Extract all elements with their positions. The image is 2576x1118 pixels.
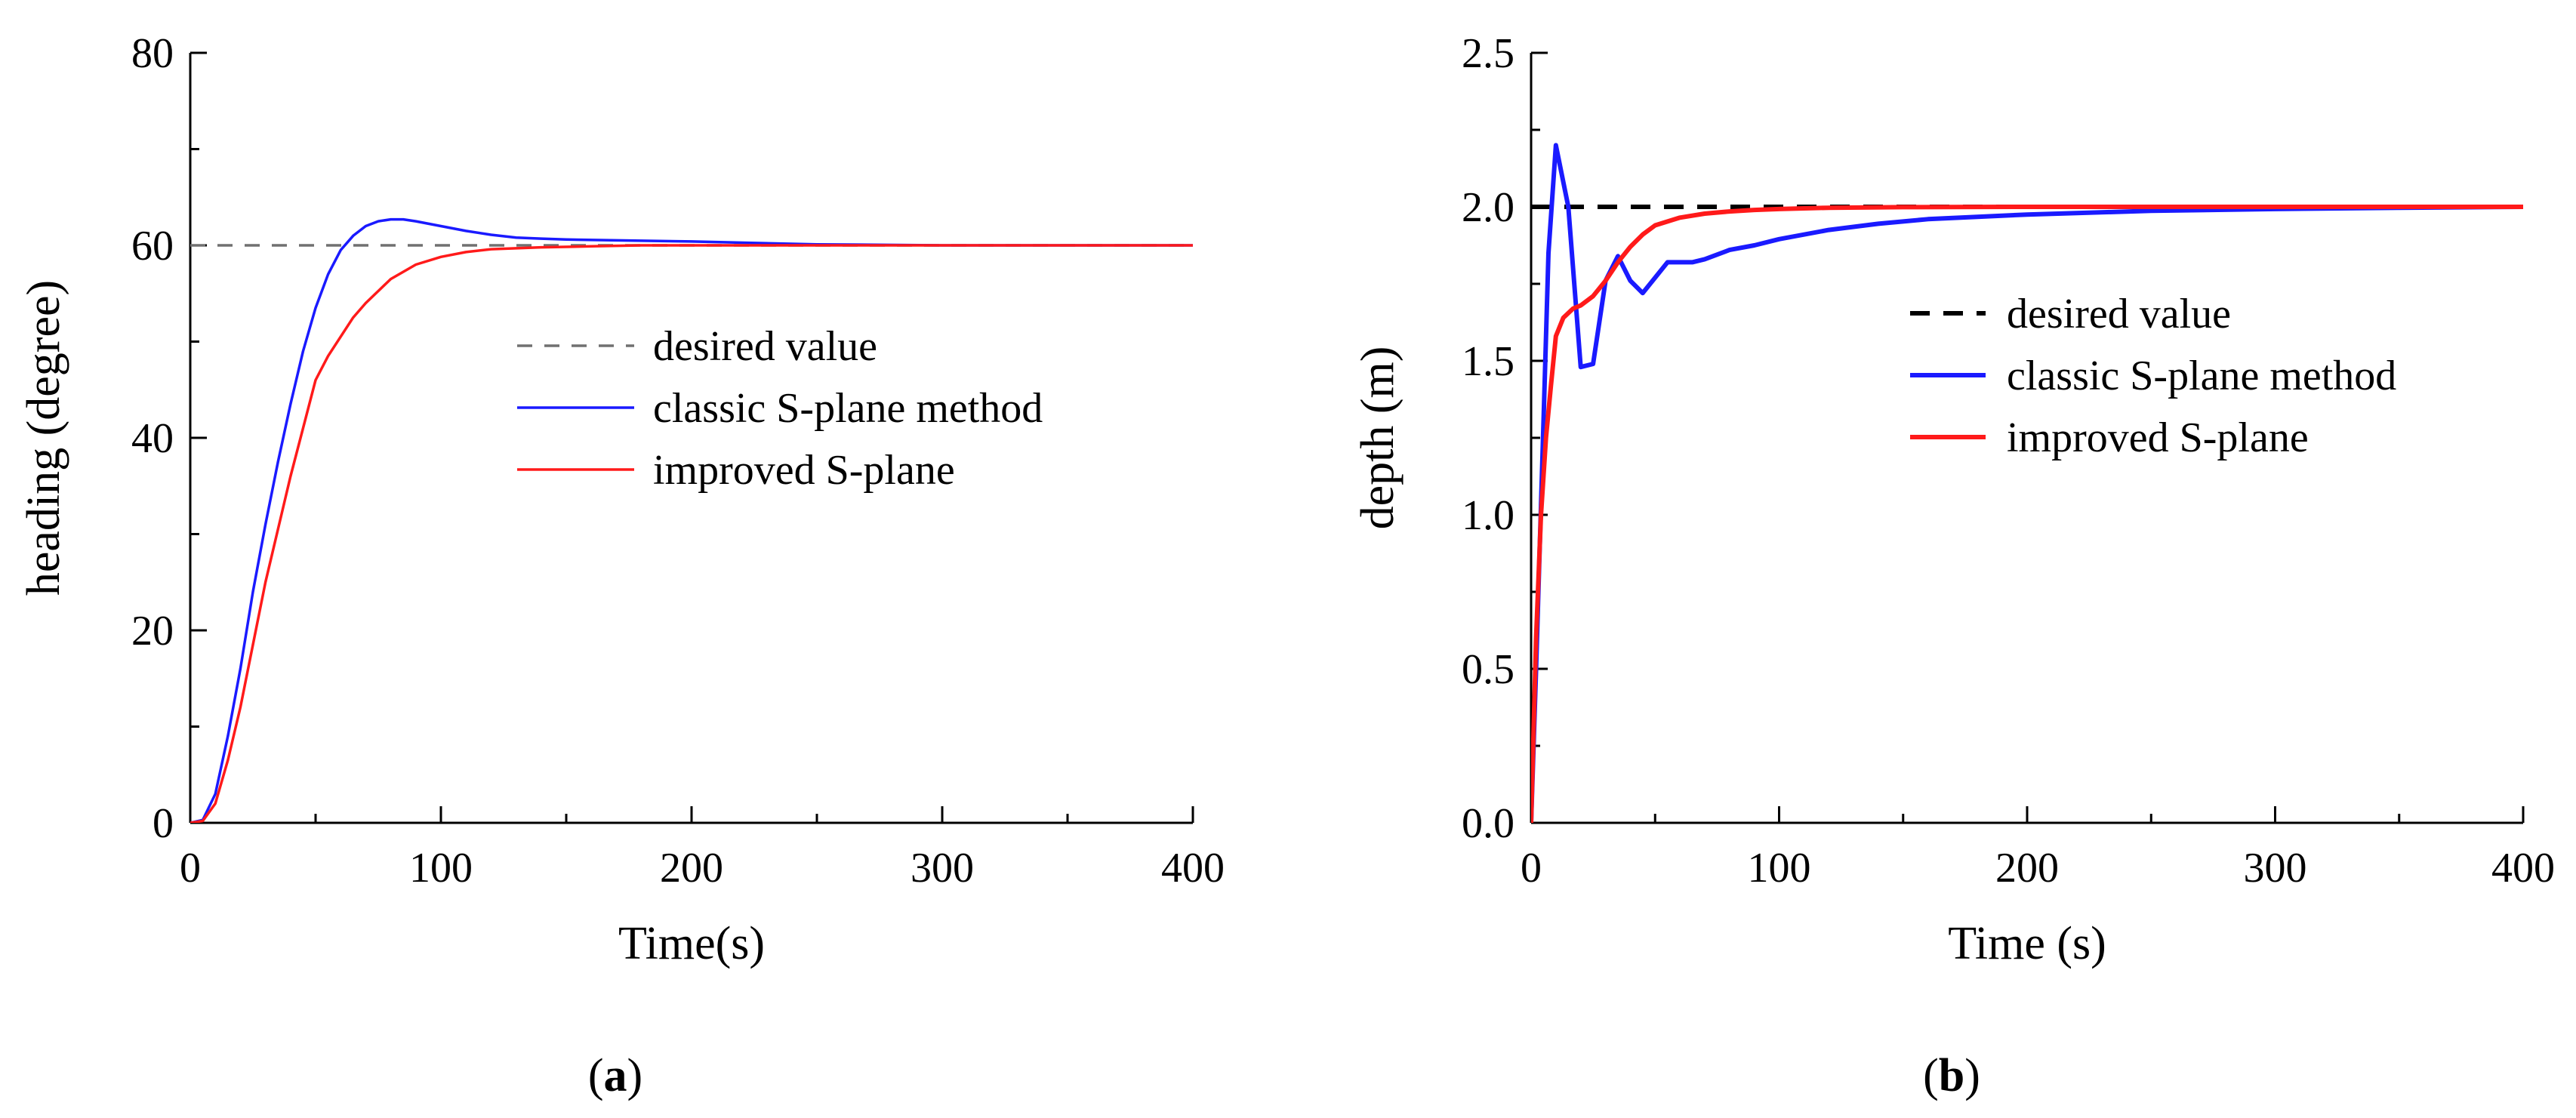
x-axis-title: Time(s) xyxy=(618,918,765,969)
y-tick-label: 80 xyxy=(131,30,174,77)
x-tick-label: 400 xyxy=(2491,845,2555,892)
x-tick-label: 300 xyxy=(2244,845,2307,892)
x-tick-label: 100 xyxy=(409,845,473,892)
legend-label: improved S-plane xyxy=(653,447,955,494)
x-tick-label: 0 xyxy=(180,845,201,892)
y-tick-label: 40 xyxy=(131,415,174,462)
legend-label: classic S-plane method xyxy=(653,385,1043,432)
y-tick-label: 1.5 xyxy=(1462,338,1514,385)
series-line-improved-s-plane xyxy=(1531,205,2523,823)
legend-label: classic S-plane method xyxy=(2007,353,2396,399)
y-tick-label: 1.0 xyxy=(1462,492,1514,539)
series-line-classic-s-plane-method xyxy=(190,217,1193,823)
chart-panel-a: 0 100 200 300 400 0 20 40 60 80 Time(s) heading (de… xyxy=(18,30,1225,1101)
x-tick-label: 100 xyxy=(1748,845,1811,892)
series-line-improved-s-plane xyxy=(190,244,1193,823)
chart-panel-b: 0 100 200 300 400 0.0 0.5 1.0 1.5 2.0 2.5 Time (s) d… xyxy=(1352,30,2555,1101)
y-tick-label: 20 xyxy=(131,608,174,654)
x-tick-label: 400 xyxy=(1161,845,1225,892)
legend-label: desired value xyxy=(653,323,877,370)
y-axis-title: heading (degree) xyxy=(18,280,69,596)
legend-label: improved S-plane xyxy=(2007,414,2309,461)
x-tick-label: 200 xyxy=(1995,845,2059,892)
y-tick-label: 2.5 xyxy=(1462,30,1514,77)
x-tick-label: 0 xyxy=(1521,845,1542,892)
y-tick-label: 0.5 xyxy=(1462,646,1514,693)
y-axis-title: depth (m) xyxy=(1352,346,1404,530)
series-line-classic-s-plane-method xyxy=(1531,143,2523,823)
legend-label: desired value xyxy=(2007,291,2231,337)
y-tick-label: 2.0 xyxy=(1462,184,1514,231)
y-tick-label: 0.0 xyxy=(1462,800,1514,847)
x-axis-title: Time (s) xyxy=(1948,918,2106,969)
panel-caption: (b) xyxy=(1923,1050,1980,1101)
y-tick-label: 60 xyxy=(131,223,174,269)
x-tick-label: 300 xyxy=(911,845,974,892)
panel-caption: (a) xyxy=(588,1050,642,1101)
x-tick-label: 200 xyxy=(660,845,723,892)
y-tick-label: 0 xyxy=(153,800,174,847)
